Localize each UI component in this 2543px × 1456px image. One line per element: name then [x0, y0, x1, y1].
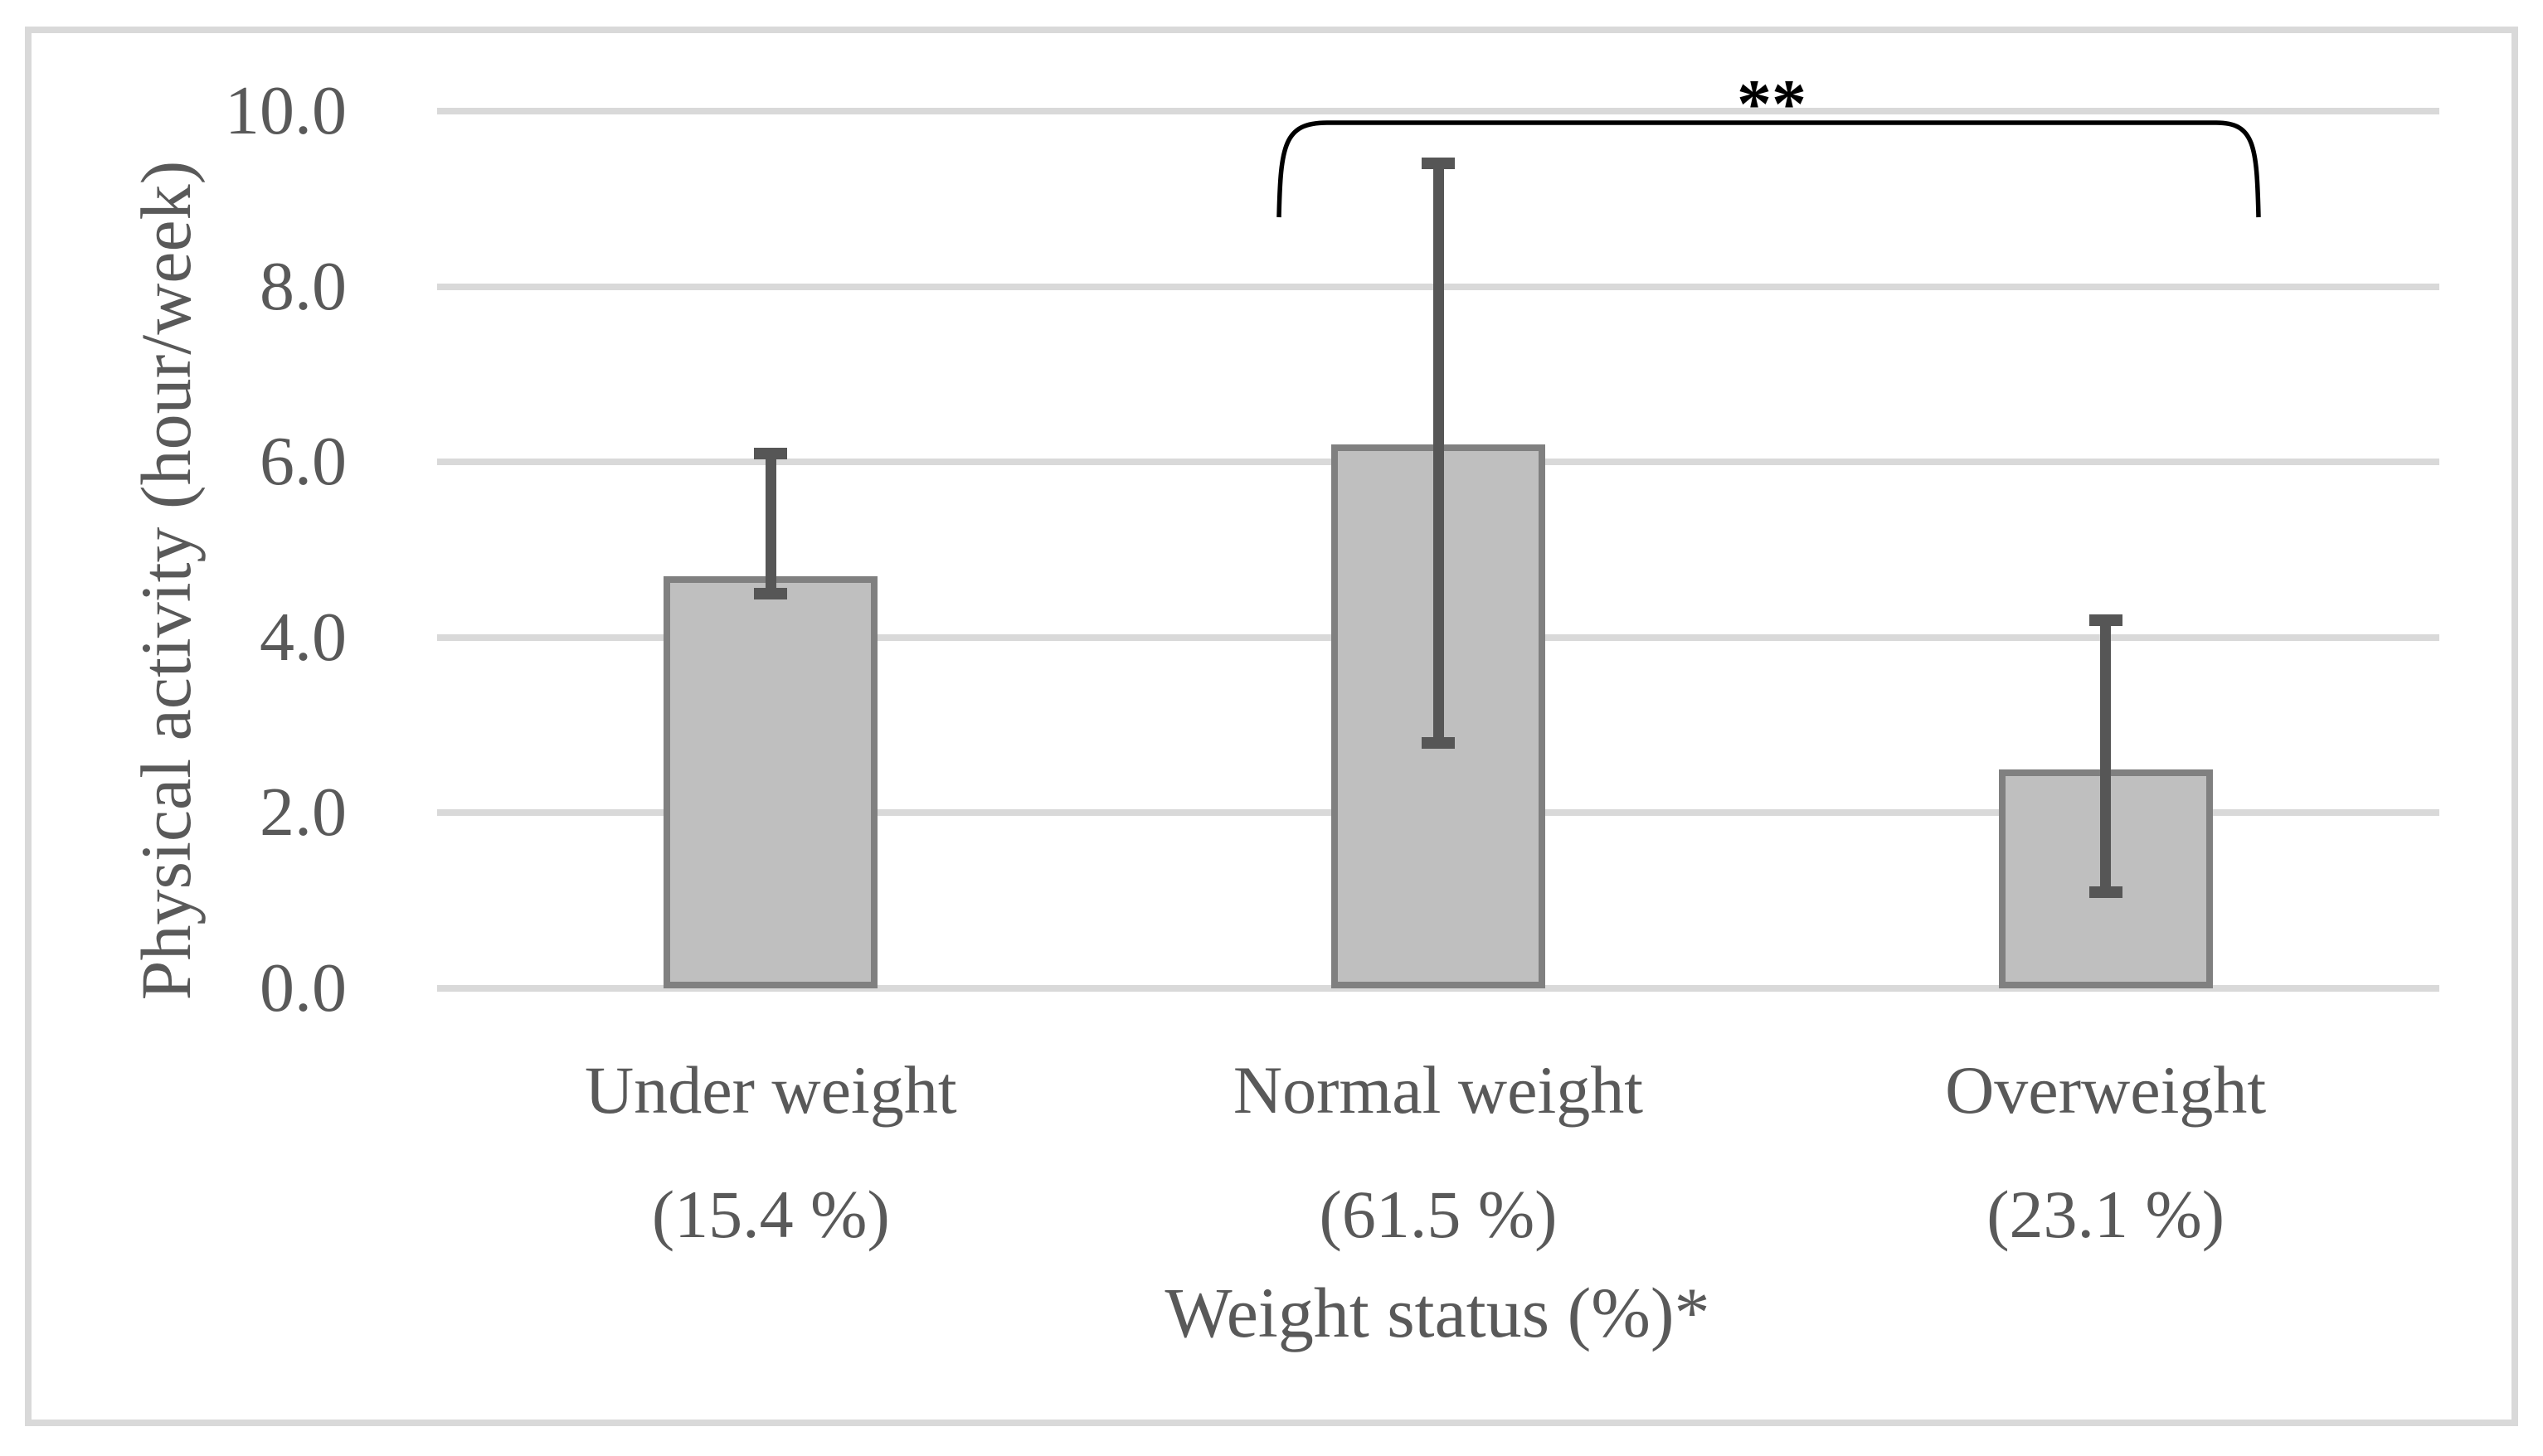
x-category-label-normal-weight: Normal weight (61.5 %): [1090, 1028, 1787, 1277]
gridline-10.0: [437, 108, 2439, 114]
error-bar-cap-bottom-under-weight: [754, 587, 788, 599]
x-axis-title: Weight status (%)*: [1165, 1273, 1710, 1352]
error-bar-cap-top-normal-weight: [1422, 158, 1455, 170]
y-tick-label-2.0: 2.0: [260, 774, 347, 852]
x-category-name: Normal weight: [1233, 1052, 1644, 1128]
significance-label: **: [1737, 66, 1806, 143]
significance-bracket-path: [1276, 120, 2261, 218]
significance-bracket: [1276, 120, 2261, 218]
y-tick-label-4.0: 4.0: [260, 598, 347, 676]
y-tick-label-10.0: 10.0: [225, 72, 347, 149]
error-bar-cap-bottom-overweight: [2088, 886, 2122, 898]
gridline-0.0: [437, 985, 2439, 992]
error-bar-cap-bottom-normal-weight: [1422, 736, 1455, 749]
y-axis-title: Physical activity (hour/week): [126, 160, 206, 1001]
error-bar-overweight: [2100, 619, 2112, 892]
x-category-percentage: (23.1 %): [1986, 1177, 2225, 1252]
x-category-percentage: (15.4 %): [651, 1177, 890, 1252]
x-category-label-under-weight: Under weight (15.4 %): [422, 1028, 1119, 1277]
bar-under-weight: [664, 575, 878, 988]
x-category-name: Under weight: [585, 1052, 957, 1128]
x-category-label-overweight: Overweight (23.1 %): [1758, 1028, 2454, 1277]
error-bar-cap-top-under-weight: [754, 447, 788, 459]
error-bar-normal-weight: [1432, 163, 1444, 743]
y-tick-label-6.0: 6.0: [260, 423, 347, 501]
x-category-name: Overweight: [1945, 1052, 2267, 1128]
y-tick-label-8.0: 8.0: [260, 247, 347, 325]
y-tick-label-0.0: 0.0: [260, 949, 347, 1026]
figure-border: [25, 27, 2518, 1426]
error-bar-under-weight: [765, 453, 776, 594]
x-category-percentage: (61.5 %): [1319, 1177, 1558, 1252]
error-bar-cap-top-overweight: [2088, 614, 2122, 626]
